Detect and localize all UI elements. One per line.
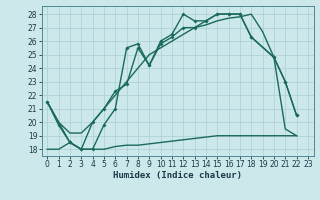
X-axis label: Humidex (Indice chaleur): Humidex (Indice chaleur) xyxy=(113,171,242,180)
